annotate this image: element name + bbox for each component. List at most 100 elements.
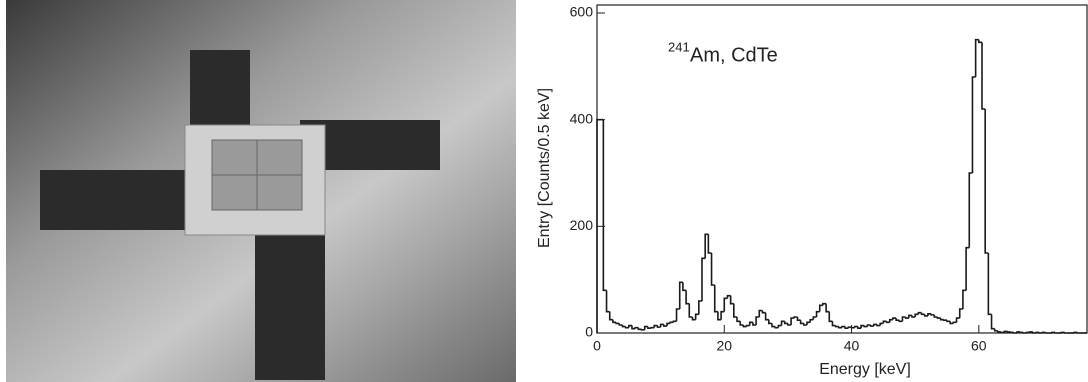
- histogram-step: [790, 317, 795, 325]
- histogram-step: [809, 318, 814, 323]
- histogram-step: [618, 323, 623, 326]
- histogram-step: [876, 324, 881, 327]
- histogram-step: [888, 318, 893, 323]
- histogram-step: [634, 326, 639, 329]
- histogram-step: [898, 320, 903, 323]
- histogram-step: [748, 321, 753, 326]
- histogram-step: [663, 324, 667, 327]
- histogram-step: [920, 312, 925, 316]
- histogram-step: [707, 234, 712, 254]
- histogram-step: [704, 233, 709, 259]
- histogram-step: [739, 321, 744, 326]
- histogram-step: [726, 294, 731, 299]
- histogram-step: [729, 295, 734, 305]
- histogram-step: [650, 326, 655, 329]
- histogram-step: [758, 309, 763, 317]
- histogram-step: [694, 313, 699, 320]
- histogram-step: [958, 308, 963, 319]
- histogram-step: [678, 281, 683, 309]
- histogram-step: [879, 322, 884, 326]
- histogram-step: [946, 320, 951, 323]
- histogram-step: [685, 290, 690, 305]
- histogram-step: [873, 323, 877, 327]
- histogram-step: [822, 302, 827, 306]
- histogram-step: [828, 311, 833, 323]
- histogram-step: [656, 325, 661, 328]
- histogram-step: [923, 314, 928, 317]
- histogram-step: [933, 314, 938, 318]
- histogram-step: [1051, 331, 1056, 334]
- histogram-step: [866, 324, 871, 327]
- histogram-step: [1003, 330, 1008, 333]
- histogram-step: [1041, 331, 1046, 334]
- histogram-step: [1006, 331, 1011, 333]
- x-tick-label: 0: [593, 338, 601, 354]
- photo: [6, 0, 516, 382]
- histogram-step: [647, 326, 652, 329]
- histogram-step: [710, 253, 715, 286]
- histogram-step: [892, 317, 897, 320]
- histogram-step: [911, 315, 916, 318]
- histogram-step: [949, 321, 954, 325]
- histogram-step: [640, 329, 645, 331]
- histogram-step: [1063, 332, 1068, 334]
- histogram-step: [968, 172, 973, 248]
- histogram-step: [978, 39, 982, 44]
- histogram-step: [901, 316, 906, 322]
- histogram-step: [818, 304, 823, 312]
- histogram-step: [904, 317, 909, 319]
- x-tick-label: 40: [844, 338, 860, 354]
- histogram-step: [812, 316, 817, 320]
- histogram-step: [952, 321, 957, 324]
- histogram-step: [723, 297, 728, 312]
- y-tick-label: 400: [570, 110, 594, 126]
- histogram-step: [1054, 332, 1059, 334]
- y-axis-label: Entry [Counts/0.5 keV]: [536, 88, 553, 248]
- annotation-sup: 241: [668, 39, 690, 54]
- histogram-step: [698, 300, 702, 315]
- histogram-step: [682, 282, 687, 292]
- histogram-step: [930, 313, 935, 316]
- histogram-step: [736, 317, 741, 323]
- histogram-step: [605, 290, 610, 313]
- histogram-step: [659, 323, 664, 328]
- histogram-step: [780, 320, 785, 326]
- histogram-step: [793, 316, 798, 319]
- histogram-step: [774, 326, 779, 329]
- histogram-step: [857, 326, 862, 329]
- histogram-step: [841, 325, 846, 328]
- histogram-step: [860, 324, 865, 329]
- histogram-step: [1028, 331, 1033, 333]
- histogram-step: [914, 313, 919, 317]
- histogram-step: [895, 318, 900, 321]
- histogram-step: [997, 330, 1002, 333]
- histogram-step: [974, 38, 979, 77]
- histogram-step: [631, 325, 636, 330]
- board-bottom: [255, 220, 325, 380]
- histogram-step: [701, 257, 706, 301]
- histogram-step: [768, 319, 772, 325]
- histogram-step: [1009, 331, 1014, 334]
- histogram-step: [733, 303, 737, 318]
- histogram-step: [1076, 332, 1081, 334]
- histogram-step: [981, 42, 986, 110]
- histogram-step: [717, 311, 722, 321]
- histogram-step: [869, 325, 874, 327]
- histogram-step: [1060, 331, 1065, 334]
- histogram-step: [777, 324, 782, 328]
- histogram-step: [908, 314, 912, 319]
- histogram-step: [643, 325, 648, 330]
- histogram-step: [1073, 331, 1078, 334]
- histogram-step: [965, 246, 970, 291]
- histogram-step: [955, 317, 960, 323]
- histogram-step: [764, 312, 769, 321]
- histogram-step: [653, 324, 658, 328]
- histogram-step: [761, 310, 766, 314]
- histogram-step: [847, 326, 852, 329]
- board-left: [40, 170, 200, 230]
- histogram-step: [844, 326, 849, 329]
- histogram-step: [624, 326, 629, 329]
- histogram-step: [745, 324, 750, 327]
- histogram-step: [1019, 331, 1024, 334]
